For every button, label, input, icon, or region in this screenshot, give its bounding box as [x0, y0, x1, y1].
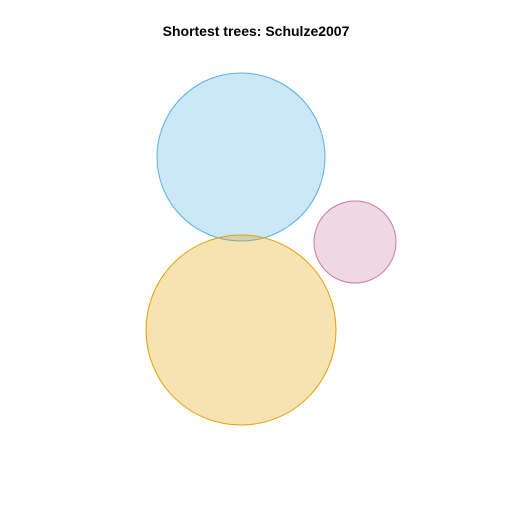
chart-title: Shortest trees: Schulze2007 [162, 23, 350, 39]
venn-circle-3 [313, 200, 397, 284]
venn-circle-1 [156, 72, 326, 242]
venn-circle-2 [145, 234, 337, 426]
